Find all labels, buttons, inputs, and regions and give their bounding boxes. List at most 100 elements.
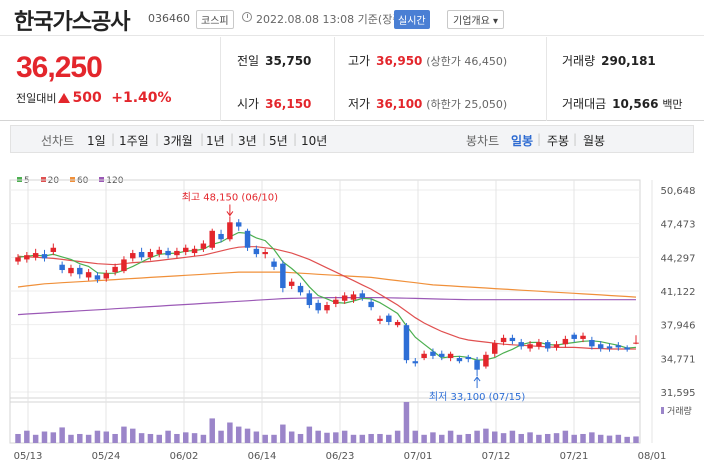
candle-body xyxy=(191,248,198,254)
volume-bar xyxy=(50,432,57,443)
change-row: 전일대비 500 +1.40% xyxy=(16,90,172,106)
volume-bar xyxy=(386,434,392,443)
tab-1d[interactable]: 1일 xyxy=(87,134,106,148)
volume-bar xyxy=(253,431,260,443)
market-badge[interactable]: 코스피 xyxy=(196,10,234,29)
candle-body xyxy=(50,247,57,253)
tab-10y[interactable]: 10년 xyxy=(301,134,328,148)
volume-bar xyxy=(544,433,551,443)
candle-body xyxy=(580,335,586,339)
volume-bar xyxy=(59,427,65,443)
company-info-button[interactable]: 기업개요 ▾ xyxy=(447,10,504,29)
candle-body xyxy=(439,353,445,357)
volume-bar xyxy=(456,434,463,443)
volume-bar xyxy=(112,433,118,443)
x-tick-label: 05/24 xyxy=(92,451,121,462)
candle-body xyxy=(500,337,507,343)
tab-weekly[interactable]: 주봉 xyxy=(547,134,570,148)
candle-body xyxy=(509,337,516,342)
volume-bar xyxy=(68,434,74,443)
candle-body xyxy=(209,230,215,248)
tab-5y[interactable]: 5년 xyxy=(269,134,288,148)
clock-icon xyxy=(242,12,252,22)
tab-1y[interactable]: 1년 xyxy=(206,134,225,148)
volume-bar xyxy=(147,433,154,443)
candle-body xyxy=(553,344,560,348)
candle-body xyxy=(41,254,48,259)
ma120-line xyxy=(17,297,636,316)
volume-bar xyxy=(94,430,101,443)
volume-bar xyxy=(571,434,577,443)
stat-prev-close: 전일 35,750 xyxy=(237,54,312,68)
candle-body xyxy=(483,354,489,367)
current-price: 36,250 xyxy=(16,51,103,84)
volume-bar xyxy=(121,426,127,443)
candle-body xyxy=(571,334,577,339)
volume-bar xyxy=(536,434,542,443)
candle-body xyxy=(15,257,21,262)
candle-body xyxy=(32,253,39,258)
candle-body xyxy=(633,342,639,344)
tab-daily[interactable]: 일봉 xyxy=(511,134,534,148)
volume-bar xyxy=(509,430,516,443)
tab-monthly[interactable]: 월봉 xyxy=(583,134,606,148)
candle-body xyxy=(218,233,224,240)
stat-high: 고가 36,950 (상한가 46,450) xyxy=(348,54,508,68)
tab-1w[interactable]: 1주일 xyxy=(119,134,149,148)
volume-bar xyxy=(32,434,39,443)
volume-bar xyxy=(562,430,569,443)
volume-bar xyxy=(615,434,622,443)
candle-body xyxy=(174,250,180,256)
candle-body xyxy=(456,358,463,362)
x-tick-label: 07/21 xyxy=(560,451,589,462)
tab-3m[interactable]: 3개월 xyxy=(163,134,193,148)
candle-body xyxy=(544,342,551,349)
candle-body xyxy=(262,252,268,255)
y-tick-label: 44,297 xyxy=(661,253,696,264)
volume-bar xyxy=(174,433,180,443)
candle-body xyxy=(359,293,366,298)
ma5-line xyxy=(17,231,637,361)
max-arrow-head xyxy=(226,211,234,217)
tab-3y[interactable]: 3년 xyxy=(238,134,257,148)
volume-bar xyxy=(483,428,489,443)
candle-body xyxy=(147,252,154,258)
volume-bar xyxy=(368,433,374,443)
candle-body xyxy=(130,253,136,259)
stat-volume: 거래량 290,181 xyxy=(562,54,656,68)
realtime-badge[interactable]: 실시간 xyxy=(394,10,430,29)
candle-body xyxy=(156,249,162,255)
candle-body xyxy=(306,293,313,306)
price-panel: 36,250 전일대비 500 +1.40% 전일 35,750 시가 36,150 … xyxy=(0,37,704,121)
divider xyxy=(220,37,221,121)
y-tick-label: 31,595 xyxy=(661,388,696,399)
volume-bar xyxy=(191,433,198,443)
stat-open: 시가 36,150 xyxy=(237,97,312,111)
ma20-line xyxy=(17,246,636,350)
candle-body xyxy=(59,264,65,271)
volume-bar xyxy=(165,430,171,443)
candle-body xyxy=(394,321,401,326)
volume-bar xyxy=(518,433,524,443)
volume-bar xyxy=(138,433,145,443)
volume-bar xyxy=(227,422,233,443)
candle-body xyxy=(315,302,321,311)
volume-bar xyxy=(24,430,30,443)
x-tick-label: 08/01 xyxy=(638,451,667,462)
volume-bar xyxy=(218,430,224,443)
volume-bar xyxy=(41,431,48,443)
candle-body xyxy=(271,261,277,267)
volume-bar xyxy=(359,434,366,443)
volume-bar xyxy=(421,434,427,443)
volume-bar xyxy=(306,426,313,443)
x-tick-label: 05/13 xyxy=(14,451,43,462)
volume-bar xyxy=(103,431,110,443)
up-triangle-icon xyxy=(58,93,71,103)
volume-bar xyxy=(280,424,286,443)
volume-bar xyxy=(341,430,348,443)
candle-body xyxy=(297,285,304,293)
candle-body xyxy=(138,252,145,258)
volume-legend-swatch xyxy=(661,407,664,414)
ma60-line xyxy=(17,271,637,298)
